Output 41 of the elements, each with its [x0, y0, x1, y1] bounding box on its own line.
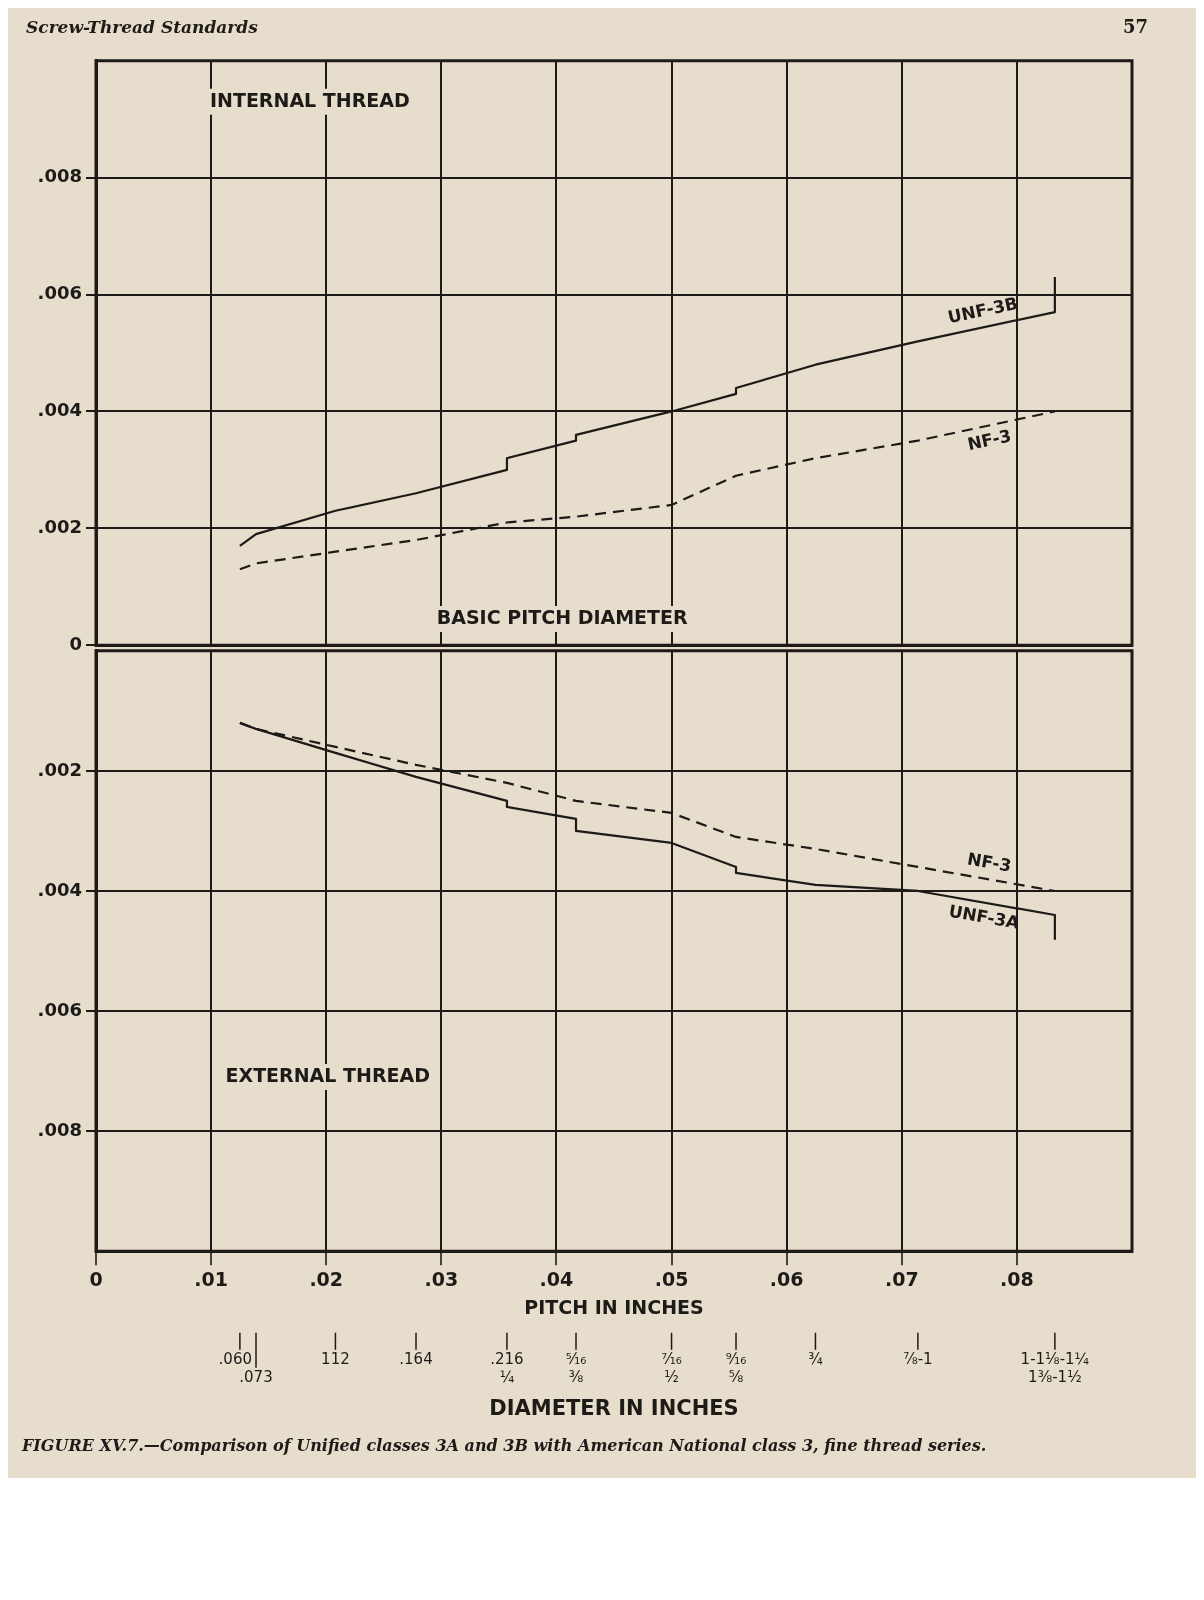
y-tick-label: .002 [37, 758, 82, 780]
annotation: .060 [218, 1350, 252, 1369]
text: UNF-3B [946, 292, 1020, 328]
x-tick-label: 0 [89, 1267, 103, 1290]
x-tick-label: .06 [769, 1267, 804, 1290]
text: NF-3 [965, 848, 1013, 876]
annotation: INTERNAL THREAD [209, 88, 410, 111]
annotation: .073 [239, 1368, 273, 1387]
text: UNF-3A [947, 900, 1022, 933]
annotation: .216 ¼ [490, 1350, 524, 1387]
x-tick-label: .01 [194, 1267, 228, 1290]
y-tick-label: .008 [37, 1118, 82, 1140]
y-tick-label: 0 [69, 632, 82, 654]
annotation: ⅞-1 [903, 1350, 933, 1369]
x-tick-label: .03 [424, 1267, 459, 1290]
annotation: ¾ [808, 1350, 824, 1369]
x-tick-label: .02 [309, 1267, 344, 1290]
annotation: 1-1⅛-1¼ 1⅜-1½ [1020, 1350, 1090, 1387]
text: 57 [1122, 16, 1148, 37]
annotation: ⁹⁄₁₆ ⅝ [725, 1350, 747, 1387]
annotation: .164 [399, 1350, 433, 1369]
y-tick-label: .004 [37, 399, 82, 421]
x-tick-label: .04 [539, 1267, 574, 1290]
annotation: BASIC PITCH DIAMETER [436, 605, 689, 628]
y-tick-label: .008 [37, 165, 82, 187]
y-tick-label: .006 [37, 998, 82, 1020]
y-tick-label: .006 [37, 282, 82, 304]
x-axis-title: PITCH IN INCHES [524, 1296, 704, 1319]
x-tick-label: .05 [654, 1267, 689, 1290]
text: FIGURE XV.7.—Comparison of Unified classes 3A and 3B with American National class 3, fine thread series. [21, 1435, 987, 1455]
x-tick-label: .07 [884, 1267, 919, 1290]
text: NF-3 [965, 425, 1013, 455]
x-tick-label: .08 [1000, 1267, 1034, 1290]
annotation: EXTERNAL THREAD [225, 1064, 430, 1087]
annotation: ⁵⁄₁₆ ⅜ [565, 1350, 587, 1387]
text: Screw-Thread Standards [26, 17, 258, 37]
annotation: ⁷⁄₁₆ ½ [661, 1350, 682, 1387]
annotation: 112 [321, 1350, 350, 1369]
text: DIAMETER IN INCHES [489, 1395, 739, 1420]
y-tick-label: .004 [37, 878, 82, 900]
y-tick-label: .002 [37, 515, 82, 537]
